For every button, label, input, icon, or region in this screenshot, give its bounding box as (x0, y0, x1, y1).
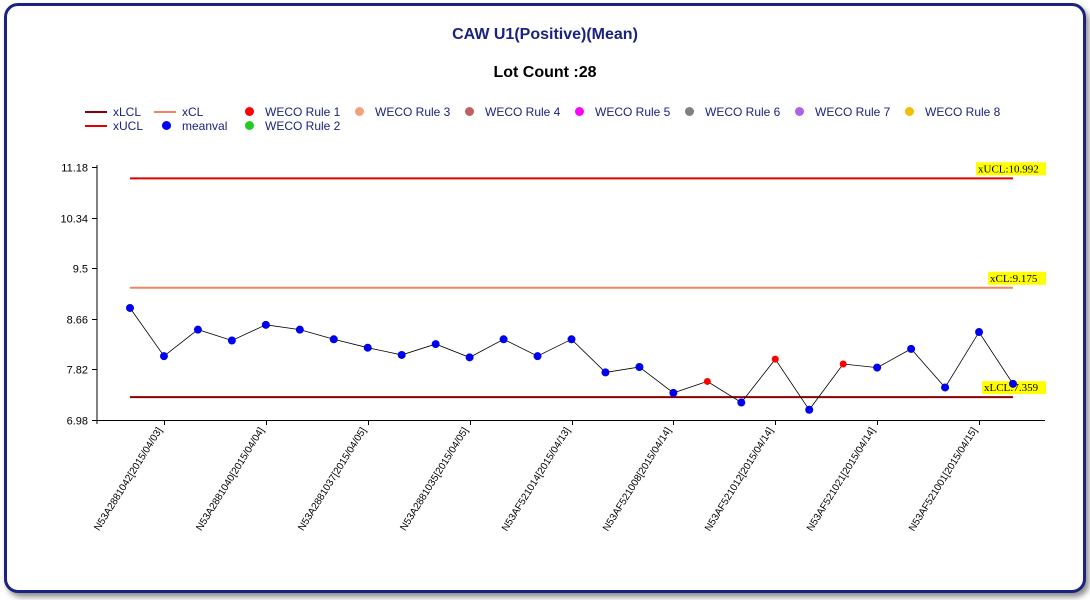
legend-label-meanval: meanval (182, 119, 228, 133)
meanval-point (737, 398, 746, 407)
xcl-label-bg (988, 271, 1046, 285)
meanval-point (295, 325, 304, 334)
legend-swatch-weco3 (355, 107, 364, 116)
legend-swatch-weco6 (685, 107, 694, 116)
meanval-point (159, 352, 168, 361)
meanval-point (669, 388, 678, 397)
meanval-point (431, 340, 440, 349)
meanval-point (227, 336, 236, 345)
x-tick-label: N53A2881042[2015/04/03] (92, 426, 165, 533)
meanval-point (567, 335, 576, 344)
meanval-point (465, 353, 474, 362)
meanval-point (499, 335, 508, 344)
legend: xLCL xUCL xCL meanval WECO Rule 1 WECO R… (0, 0, 1090, 140)
legend-item-weco7: WECO Rule 7 (795, 105, 891, 119)
meanval-point (261, 320, 270, 329)
y-tick-label: 11.18 (61, 163, 88, 175)
xcl-label: xCL:9.175 (990, 273, 1038, 285)
legend-swatch-weco5 (575, 107, 584, 116)
x-tick-label: N53AF521021[2015/04/14] (805, 426, 878, 534)
legend-label-weco6: WECO Rule 6 (705, 105, 781, 119)
legend-label-weco4: WECO Rule 4 (485, 105, 561, 119)
legend-item-meanval: meanval (162, 119, 228, 133)
legend-label-weco1: WECO Rule 1 (265, 105, 341, 119)
legend-swatch-weco7 (795, 107, 804, 116)
legend-swatch-xlcl (85, 111, 107, 113)
weco-rule1-point (703, 377, 711, 385)
xlcl-label: xLCL:7.359 (984, 382, 1039, 394)
legend-item-weco8: WECO Rule 8 (905, 105, 1001, 119)
legend-label-weco3: WECO Rule 3 (375, 105, 451, 119)
chart-frame (4, 3, 1086, 593)
legend-item-xcl: xCL (154, 105, 204, 119)
legend-swatch-weco1 (245, 107, 254, 116)
x-tick-label: N53AF521014[2015/04/13] (500, 426, 573, 534)
meanval-point (1009, 379, 1017, 388)
meanval-point (126, 303, 134, 312)
legend-label-weco7: WECO Rule 7 (815, 105, 891, 119)
legend-swatch-weco2 (245, 121, 254, 130)
legend-swatch-weco8 (905, 107, 914, 116)
x-tick-label: N53A2881040[2015/04/04] (194, 426, 267, 533)
meanval-point (329, 335, 338, 344)
x-tick-label: N53AF521001[2015/04/15] (907, 426, 980, 534)
legend-swatch-meanval (162, 121, 171, 130)
meanval-point (635, 362, 644, 371)
chart-title: CAW U1(Positive)(Mean) (452, 26, 638, 43)
legend-label-weco2: WECO Rule 2 (265, 119, 341, 133)
y-tick-label: 6.98 (67, 416, 88, 428)
legend-label-xcl: xCL (182, 105, 204, 119)
legend-item-xucl: xUCL (85, 119, 144, 133)
legend-label-weco5: WECO Rule 5 (595, 105, 671, 119)
x-tick-label: N53A2881035[2015/04/05] (398, 426, 471, 533)
legend-item-weco3: WECO Rule 3 (355, 105, 451, 119)
legend-item-xlcl: xLCL (85, 105, 142, 119)
meanval-point (907, 344, 916, 353)
meanval-point (193, 325, 202, 334)
chart-subtitle: Lot Count :28 (493, 64, 597, 81)
x-tick-label: N53AF521008[2015/04/14] (601, 426, 674, 534)
xucl-label: xUCL:10.992 (978, 163, 1039, 175)
meanval-point (533, 352, 542, 361)
xucl-label-bg (976, 162, 1046, 176)
legend-label-weco8: WECO Rule 8 (925, 105, 1001, 119)
meanval-point (601, 368, 610, 377)
weco-rule1-point (839, 360, 847, 368)
meanval-point (363, 343, 372, 352)
x-tick-label: N53A2881037[2015/04/05] (296, 426, 369, 533)
weco-rule1-point (771, 355, 779, 363)
legend-item-weco4: WECO Rule 4 (465, 105, 561, 119)
meanval-point (975, 328, 984, 337)
meanval-point (805, 405, 814, 414)
legend-item-weco2: WECO Rule 2 (245, 119, 341, 133)
x-tick-label: N53AF521012[2015/04/14] (703, 426, 776, 534)
meanval-point (941, 383, 950, 392)
y-tick-label: 9.5 (73, 264, 88, 276)
y-tick-label: 10.34 (60, 214, 88, 226)
y-tick-label: 8.66 (67, 315, 88, 327)
y-tick-label: 7.82 (67, 365, 88, 377)
legend-item-weco5: WECO Rule 5 (575, 105, 671, 119)
legend-label-xlcl: xLCL (113, 105, 142, 119)
legend-swatch-xcl (154, 111, 176, 113)
legend-swatch-weco4 (465, 107, 474, 116)
meanval-point (873, 363, 882, 372)
legend-item-weco1: WECO Rule 1 (245, 105, 341, 119)
legend-label-xucl: xUCL (113, 119, 144, 133)
legend-item-weco6: WECO Rule 6 (685, 105, 781, 119)
meanval-point (397, 350, 406, 359)
legend-swatch-xucl (85, 125, 107, 127)
